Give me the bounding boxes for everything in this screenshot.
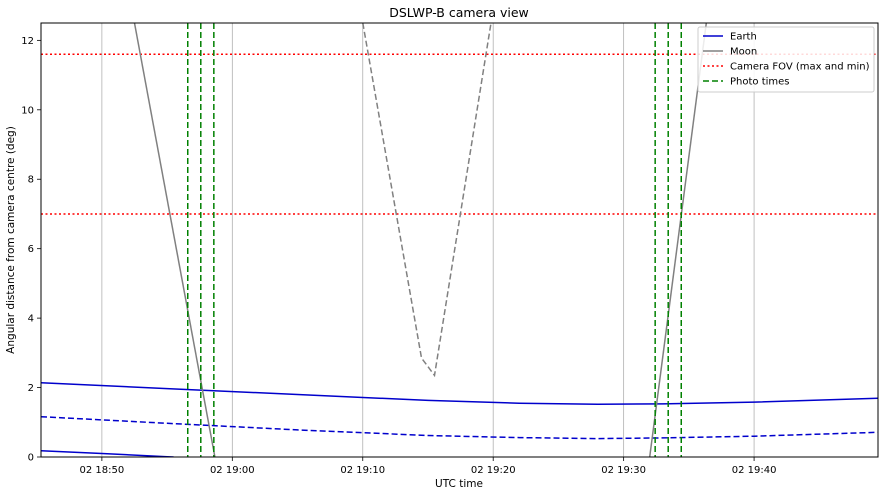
legend-label: Photo times bbox=[730, 77, 790, 88]
plot-frame bbox=[40, 22, 879, 458]
y-tick-label: 6 bbox=[28, 244, 34, 255]
legend-label: Moon bbox=[730, 47, 757, 58]
grid-layer bbox=[101, 23, 755, 457]
x-tick-label: 02 18:50 bbox=[80, 465, 125, 476]
series-moon-edge-b bbox=[648, 23, 708, 457]
x-tick-label: 02 19:20 bbox=[471, 465, 516, 476]
series-moon-centre bbox=[362, 23, 492, 378]
y-tick-label: 12 bbox=[21, 36, 34, 47]
chart-title: DSLWP-B camera view bbox=[389, 5, 529, 20]
x-axis-label: UTC time bbox=[435, 478, 483, 490]
legend-label: Camera FOV (max and min) bbox=[730, 62, 870, 73]
y-tick-label: 4 bbox=[28, 314, 34, 325]
legend: Earth Moon Camera FOV (max and min) Photo t… bbox=[697, 26, 875, 93]
y-axis-label: Angular distance from camera centre (deg… bbox=[5, 126, 17, 354]
y-tick-label: 0 bbox=[28, 453, 34, 464]
series-earth-centre bbox=[41, 415, 878, 440]
series-layer bbox=[41, 23, 878, 457]
series-earth-edge-far bbox=[41, 381, 878, 405]
photo-layer bbox=[186, 23, 683, 457]
y-tick-label: 2 bbox=[28, 383, 34, 394]
y-tick-label: 10 bbox=[21, 105, 34, 116]
legend-box bbox=[697, 26, 875, 93]
y-axis-ticks: 0 2 4 6 8 10 12 bbox=[21, 36, 41, 464]
x-axis-ticks: 02 18:50 02 19:00 02 19:10 02 19:20 02 19:30… bbox=[80, 457, 777, 476]
x-tick-label: 02 19:30 bbox=[601, 465, 646, 476]
x-tick-label: 02 19:10 bbox=[340, 465, 385, 476]
legend-label: Earth bbox=[730, 32, 757, 43]
x-tick-label: 02 19:00 bbox=[210, 465, 255, 476]
x-tick-label: 02 19:40 bbox=[732, 465, 777, 476]
y-tick-label: 8 bbox=[28, 175, 34, 186]
